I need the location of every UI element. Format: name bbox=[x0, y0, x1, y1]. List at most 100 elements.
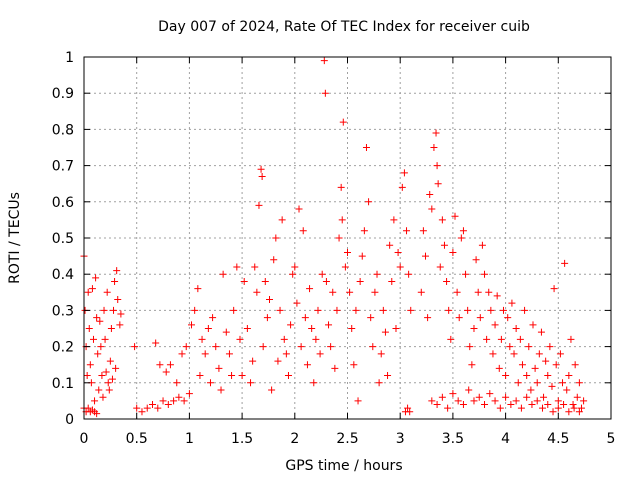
data-point bbox=[117, 310, 125, 318]
data-point bbox=[108, 375, 116, 383]
data-point bbox=[565, 372, 573, 380]
data-point bbox=[449, 390, 457, 398]
y-tick-label: 0.2 bbox=[52, 340, 74, 356]
data-point bbox=[318, 270, 326, 278]
data-point bbox=[548, 382, 556, 390]
data-point bbox=[538, 404, 546, 412]
data-point bbox=[384, 372, 392, 380]
data-point bbox=[489, 350, 497, 358]
data-point bbox=[379, 306, 387, 314]
data-point bbox=[405, 270, 413, 278]
data-point bbox=[497, 335, 505, 343]
data-point bbox=[575, 379, 583, 387]
data-point bbox=[525, 343, 533, 351]
data-point bbox=[212, 343, 220, 351]
data-point bbox=[457, 234, 465, 242]
data-point bbox=[316, 350, 324, 358]
data-points bbox=[80, 57, 588, 418]
data-point bbox=[325, 321, 333, 329]
data-point bbox=[510, 350, 518, 358]
y-tick-label: 0.5 bbox=[52, 231, 74, 247]
data-point bbox=[106, 357, 114, 365]
data-point bbox=[529, 321, 537, 329]
data-point bbox=[459, 227, 467, 235]
data-point bbox=[116, 321, 124, 329]
data-point bbox=[424, 314, 432, 322]
data-point bbox=[528, 401, 536, 409]
data-point bbox=[114, 296, 122, 304]
x-tick-label: 4 bbox=[501, 431, 510, 447]
y-tick-label: 0 bbox=[65, 412, 74, 428]
data-point bbox=[95, 386, 103, 394]
data-point bbox=[339, 118, 347, 126]
grid-lines bbox=[84, 57, 611, 419]
data-point bbox=[233, 263, 241, 271]
data-point bbox=[540, 393, 548, 401]
data-point bbox=[84, 288, 92, 296]
data-point bbox=[533, 379, 541, 387]
data-point bbox=[338, 216, 346, 224]
data-point bbox=[487, 306, 495, 314]
data-point bbox=[321, 89, 329, 97]
data-point bbox=[542, 357, 550, 365]
data-point bbox=[293, 299, 301, 307]
x-tick-label: 3.5 bbox=[442, 431, 464, 447]
data-point bbox=[419, 227, 427, 235]
data-point bbox=[215, 364, 223, 372]
data-point bbox=[251, 263, 259, 271]
y-tick-label: 0.4 bbox=[52, 267, 74, 283]
data-point bbox=[337, 183, 345, 191]
data-point bbox=[521, 306, 529, 314]
data-point bbox=[93, 410, 101, 418]
data-point bbox=[493, 292, 501, 300]
y-tick-label: 0.7 bbox=[52, 159, 74, 175]
data-point bbox=[173, 379, 181, 387]
data-point bbox=[567, 335, 575, 343]
data-point bbox=[255, 201, 263, 209]
data-point bbox=[560, 401, 568, 409]
data-point bbox=[481, 270, 489, 278]
data-point bbox=[306, 285, 314, 293]
y-tick-label: 0.9 bbox=[52, 86, 74, 102]
data-point bbox=[455, 314, 463, 322]
data-point bbox=[502, 393, 510, 401]
data-point bbox=[97, 343, 105, 351]
data-point bbox=[331, 364, 339, 372]
data-point bbox=[289, 270, 297, 278]
data-point bbox=[464, 306, 472, 314]
data-point bbox=[417, 288, 425, 296]
data-point bbox=[201, 350, 209, 358]
data-point bbox=[549, 408, 557, 416]
data-point bbox=[404, 404, 412, 412]
data-point bbox=[348, 325, 356, 332]
data-point bbox=[92, 274, 100, 282]
data-point bbox=[512, 325, 520, 332]
data-point bbox=[162, 368, 170, 376]
data-point bbox=[465, 386, 473, 394]
data-point bbox=[94, 350, 102, 358]
data-point bbox=[468, 361, 476, 369]
data-point bbox=[268, 386, 276, 394]
data-point bbox=[138, 408, 146, 416]
data-point bbox=[428, 397, 436, 405]
data-point bbox=[257, 165, 265, 173]
data-point bbox=[291, 263, 299, 271]
data-point bbox=[110, 306, 118, 314]
data-point bbox=[185, 390, 193, 398]
data-point bbox=[100, 306, 108, 314]
data-point bbox=[159, 397, 167, 405]
data-point bbox=[407, 306, 415, 314]
x-tick-label: 0.5 bbox=[126, 431, 148, 447]
data-point bbox=[459, 401, 467, 409]
data-point bbox=[546, 343, 554, 351]
data-point bbox=[554, 397, 562, 405]
data-point bbox=[421, 252, 429, 260]
data-point bbox=[299, 227, 307, 235]
data-point bbox=[354, 397, 362, 405]
data-point bbox=[577, 404, 585, 412]
data-point bbox=[454, 397, 462, 405]
data-point bbox=[278, 216, 286, 224]
x-tick-label: 0 bbox=[80, 431, 89, 447]
data-point bbox=[93, 314, 101, 322]
data-point bbox=[451, 212, 459, 220]
